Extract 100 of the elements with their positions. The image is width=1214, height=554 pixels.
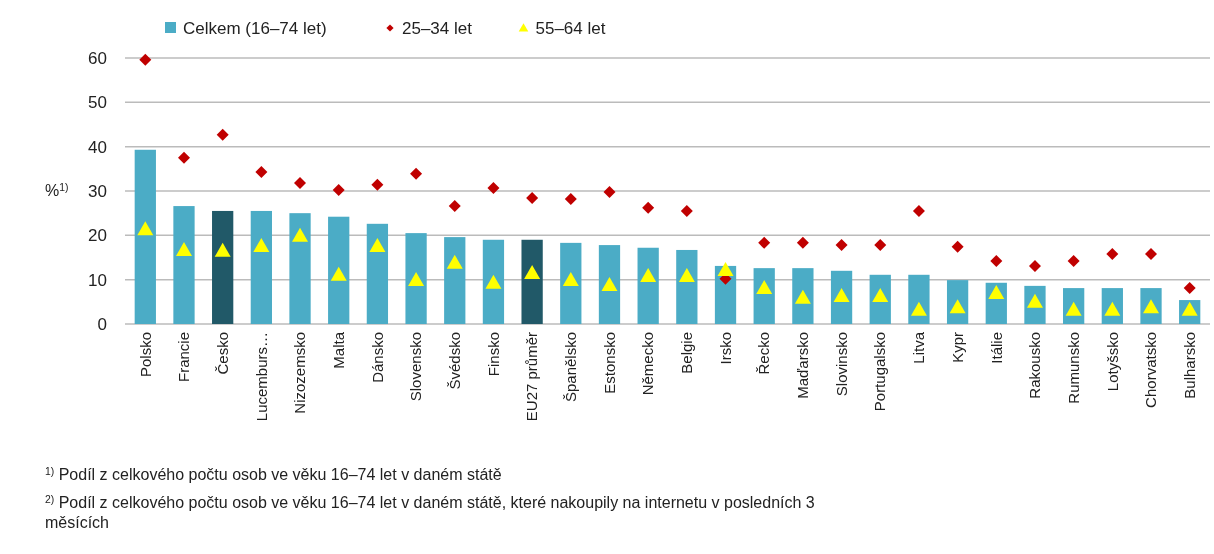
y-tick-label: 0 — [97, 314, 107, 334]
x-tick-label: Rakousko — [1026, 332, 1044, 399]
x-tick-label: Finsko — [484, 332, 502, 377]
point — [253, 237, 270, 252]
point — [410, 167, 423, 180]
point — [1028, 259, 1041, 272]
point — [562, 272, 579, 287]
x-tick-label: Bulharsko — [1180, 332, 1198, 399]
bar — [521, 239, 543, 324]
bar — [366, 223, 389, 324]
x-tick-label: Slovensko — [407, 332, 425, 402]
y-tick-label: 60 — [88, 48, 107, 68]
bar — [637, 247, 659, 324]
bar — [173, 206, 195, 324]
point — [874, 239, 887, 252]
point — [1106, 247, 1119, 260]
x-tick-label: Kypr — [948, 332, 966, 363]
point — [175, 241, 192, 256]
point — [1145, 247, 1158, 260]
point — [601, 276, 618, 291]
point — [369, 237, 386, 252]
x-tick-label: Česko — [213, 332, 231, 375]
point — [446, 254, 463, 269]
x-tick-label: Lucemburs… — [252, 332, 270, 422]
x-tick-label: Německo — [639, 332, 657, 396]
legend-label: 55–64 let — [535, 19, 606, 38]
bar — [250, 210, 272, 324]
x-tick-label: Maďarsko — [794, 332, 812, 399]
bar — [405, 233, 427, 324]
point — [988, 284, 1005, 299]
x-tick-label: Dánsko — [368, 332, 386, 383]
x-tick-label: Nizozemsko — [291, 332, 309, 414]
legend-label: Celkem (16–74 let) — [183, 19, 327, 38]
point — [1067, 255, 1080, 268]
bar — [444, 237, 466, 324]
point — [640, 268, 657, 283]
text: $^{2)}$ Podíl z celkového počtu osob ve věku 16–74 let v daném státě, které nakoupily na internetu v posledních 3 měsících — [45, 493, 815, 531]
point — [1183, 282, 1196, 295]
point — [524, 265, 541, 280]
bar — [908, 274, 930, 324]
point — [717, 261, 734, 276]
x-tick-label: EU27 průměr — [523, 332, 541, 422]
y-tick-label: 30 — [88, 181, 107, 201]
point — [216, 128, 229, 141]
bar — [134, 149, 156, 324]
bar — [792, 268, 814, 324]
text: $^{1)}$ Podíl z celkového počtu osob ve věku 16–74 let v daném státě — [45, 465, 502, 483]
bar — [830, 270, 853, 324]
bar — [482, 239, 505, 324]
point — [332, 184, 345, 197]
point — [990, 255, 1003, 268]
x-tick-label: Rumunsko — [1064, 332, 1082, 404]
y-tick-label: 40 — [88, 137, 107, 157]
point — [139, 53, 152, 66]
bar — [598, 245, 621, 324]
x-tick-label: Irsko — [716, 332, 734, 365]
y-tick-label: 50 — [88, 93, 107, 113]
point — [951, 240, 964, 253]
bar — [328, 216, 350, 324]
x-tick-label: Španělsko — [562, 332, 580, 403]
point — [912, 204, 925, 217]
x-tick-label: Litva — [910, 331, 928, 364]
x-tick-label: Lotyšsko — [1103, 332, 1121, 392]
point — [526, 192, 539, 205]
x-tick-label: Chorvatsko — [1142, 332, 1160, 408]
point — [835, 239, 848, 252]
point — [214, 242, 231, 257]
point — [485, 274, 502, 289]
point — [487, 181, 500, 194]
point — [137, 221, 154, 236]
point — [408, 272, 425, 287]
point — [255, 165, 268, 178]
point — [292, 227, 309, 242]
point — [371, 178, 384, 191]
x-tick-label: Estonsko — [600, 332, 618, 394]
x-tick-label: Francie — [175, 332, 193, 383]
x-tick-label: Švédsko — [446, 332, 463, 390]
x-tick-label: Itálie — [987, 332, 1005, 364]
point — [678, 268, 695, 283]
point — [910, 301, 927, 316]
x-tick-label: Portugalsko — [871, 332, 889, 412]
point — [758, 236, 771, 249]
point — [680, 204, 693, 217]
x-tick-label: Malta — [329, 331, 347, 369]
x-tick-label: Slovinsko — [832, 332, 850, 397]
point — [603, 185, 616, 198]
point — [564, 192, 577, 205]
point — [796, 236, 809, 249]
y-axis-title: %$^{1)}$ — [45, 181, 69, 199]
bar — [753, 268, 775, 324]
x-tick-label: Řecko — [755, 332, 773, 375]
bar — [289, 213, 311, 324]
bar — [676, 249, 698, 324]
point — [294, 177, 307, 190]
y-tick-label: 10 — [88, 270, 107, 290]
bar — [869, 274, 891, 324]
point — [177, 151, 190, 164]
point — [330, 266, 347, 281]
x-tick-label: Polsko — [136, 332, 154, 378]
legend-label: 25–34 let — [402, 19, 473, 38]
